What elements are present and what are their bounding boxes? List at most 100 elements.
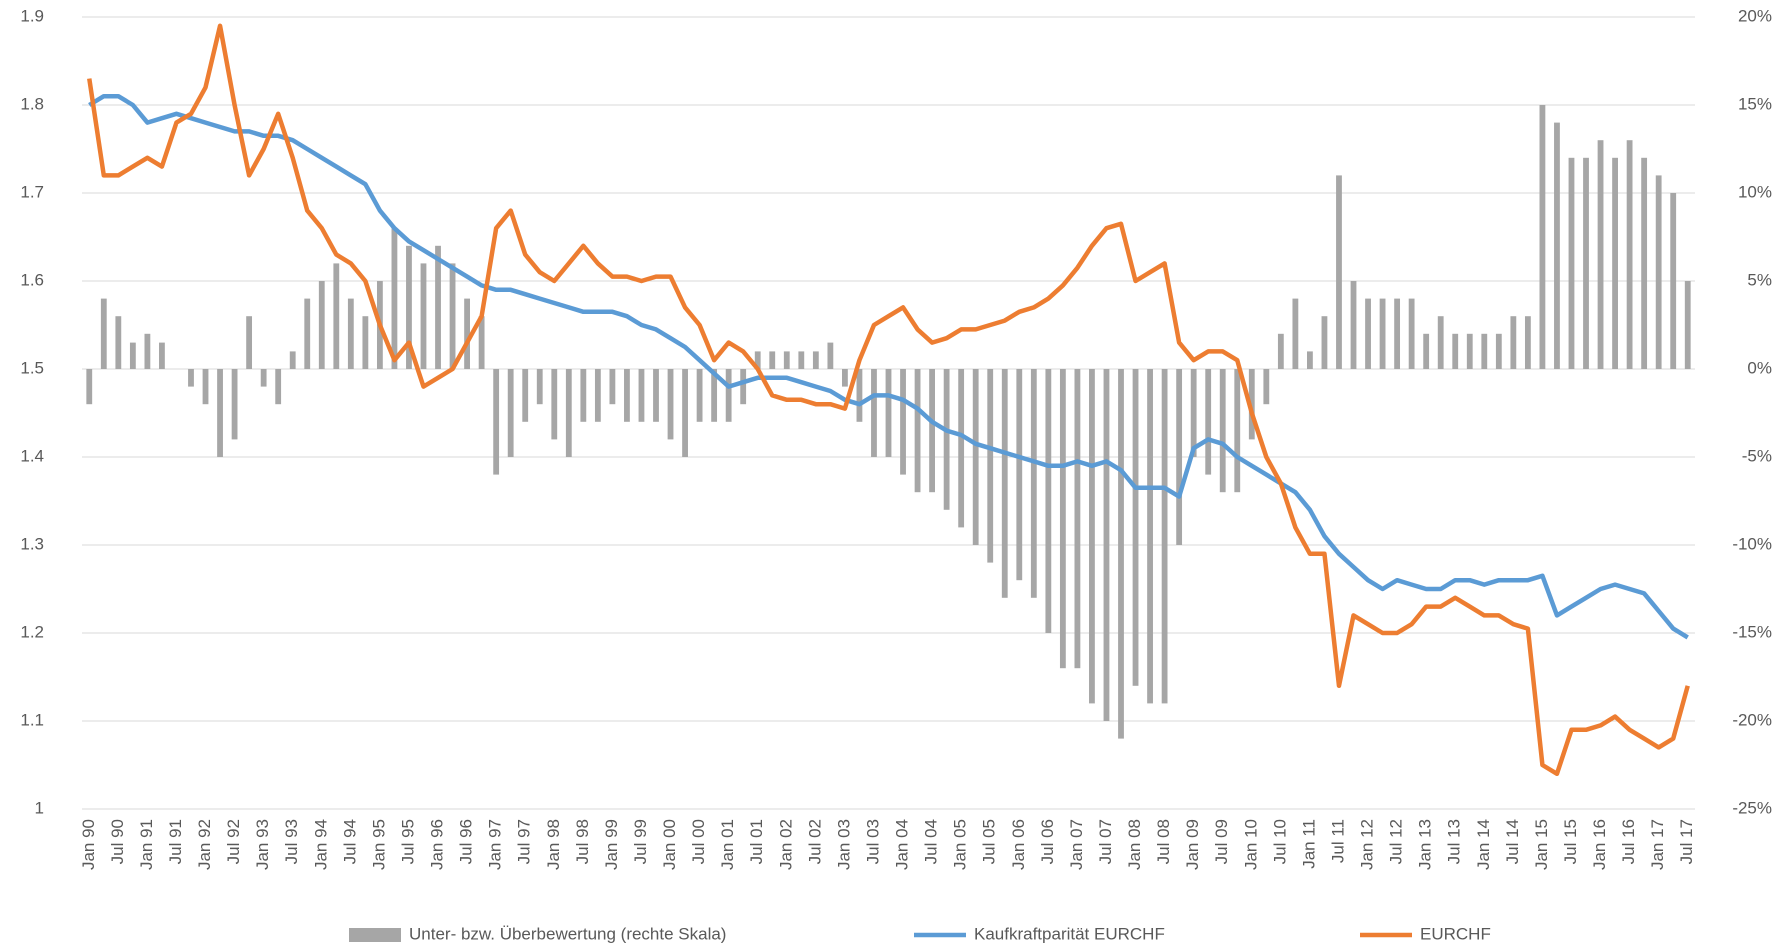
x-tick-label: Jan 08 xyxy=(1125,819,1144,870)
bar xyxy=(362,316,369,369)
bar xyxy=(289,351,296,369)
y2-tick-label: 20% xyxy=(1738,6,1772,25)
x-tick-label: Jan 93 xyxy=(253,819,272,870)
bar xyxy=(1597,140,1604,369)
bar xyxy=(246,316,253,369)
x-tick-label: Jul 97 xyxy=(515,819,534,864)
bar xyxy=(1161,369,1168,704)
bar xyxy=(522,369,529,422)
bar xyxy=(929,369,936,493)
x-tick-label: Jul 90 xyxy=(108,819,127,864)
x-tick-label: Jan 14 xyxy=(1474,819,1493,870)
bar xyxy=(115,316,122,369)
bar xyxy=(406,245,412,369)
x-tick-label: Jul 08 xyxy=(1154,819,1173,864)
bar xyxy=(1234,369,1241,493)
x-tick-label: Jan 97 xyxy=(486,819,505,870)
x-tick-label: Jan 04 xyxy=(893,819,912,870)
bar xyxy=(1641,157,1648,369)
bar xyxy=(1466,333,1473,369)
x-tick-label: Jul 12 xyxy=(1387,819,1406,864)
bar xyxy=(1583,157,1589,369)
bar xyxy=(1190,369,1197,457)
x-tick-label: Jan 96 xyxy=(428,819,447,870)
bar xyxy=(871,369,877,457)
y-tick-label: 1.7 xyxy=(20,182,44,201)
bar xyxy=(740,369,747,405)
bar xyxy=(1554,122,1560,369)
bar xyxy=(667,369,674,440)
bar xyxy=(420,263,427,369)
bar xyxy=(769,351,776,369)
x-tick-label: Jan 01 xyxy=(718,819,737,870)
y2-tick-label: -5% xyxy=(1742,446,1772,465)
bar xyxy=(1568,157,1575,369)
bar xyxy=(275,369,282,405)
bar xyxy=(1408,298,1415,369)
bar xyxy=(100,298,107,369)
bar xyxy=(653,369,659,422)
bar xyxy=(1176,369,1183,545)
y2-tick-label: 0% xyxy=(1747,358,1772,377)
bar xyxy=(1132,369,1139,686)
y-tick-label: 1.3 xyxy=(20,534,44,553)
x-tick-label: Jul 96 xyxy=(457,819,476,864)
bar xyxy=(1219,369,1226,493)
x-tick-label: Jan 03 xyxy=(834,819,853,870)
bar xyxy=(551,369,558,440)
y-tick-label: 1.1 xyxy=(20,710,44,729)
bar xyxy=(1684,281,1691,369)
bar xyxy=(812,351,819,369)
y-tick-label: 1 xyxy=(35,798,44,817)
y-tick-label: 1.9 xyxy=(20,6,44,25)
x-tick-label: Jul 02 xyxy=(805,819,824,864)
bar xyxy=(1612,157,1618,369)
bar xyxy=(580,369,587,422)
bar xyxy=(1321,316,1328,369)
bar xyxy=(754,351,761,369)
legend-swatch xyxy=(349,928,401,942)
bar xyxy=(1495,333,1502,369)
bar xyxy=(304,298,311,369)
bar xyxy=(900,369,906,475)
x-tick-label: Jan 12 xyxy=(1358,819,1377,870)
bar xyxy=(188,369,194,387)
bar xyxy=(1263,369,1270,405)
bar xyxy=(972,369,979,545)
x-tick-label: Jan 11 xyxy=(1299,819,1318,869)
bar xyxy=(696,369,703,422)
bar xyxy=(827,342,834,369)
bar xyxy=(1103,369,1110,721)
x-tick-label: Jul 93 xyxy=(282,819,301,864)
bar xyxy=(711,369,718,422)
bar xyxy=(1045,369,1052,633)
x-tick-label: Jan 13 xyxy=(1416,819,1435,870)
legend-label: Kaufkraftparität EURCHF xyxy=(974,924,1165,943)
bar xyxy=(798,351,805,369)
bar xyxy=(885,369,892,457)
x-tick-label: Jan 16 xyxy=(1590,819,1609,870)
y2-tick-label: -10% xyxy=(1732,534,1772,553)
x-tick-label: Jan 07 xyxy=(1067,819,1086,870)
bar xyxy=(318,281,325,369)
bar xyxy=(624,369,630,422)
x-tick-label: Jul 01 xyxy=(747,819,766,864)
x-tick-label: Jul 06 xyxy=(1038,819,1057,864)
bar xyxy=(1277,333,1284,369)
x-tick-label: Jul 00 xyxy=(689,819,708,864)
x-tick-label: Jul 94 xyxy=(340,819,359,864)
bar xyxy=(1030,369,1037,598)
bar xyxy=(507,369,514,457)
bar xyxy=(1205,369,1212,475)
x-tick-label: Jan 15 xyxy=(1532,819,1551,870)
bar xyxy=(609,369,616,405)
y-tick-label: 1.8 xyxy=(20,94,44,113)
bar xyxy=(1423,333,1430,369)
x-tick-label: Jul 07 xyxy=(1096,819,1115,864)
x-tick-label: Jul 04 xyxy=(922,819,941,864)
x-tick-label: Jul 95 xyxy=(398,819,417,864)
bar xyxy=(1394,298,1401,369)
y2-tick-label: -25% xyxy=(1732,798,1772,817)
bar xyxy=(1248,369,1255,440)
line xyxy=(87,23,1690,777)
